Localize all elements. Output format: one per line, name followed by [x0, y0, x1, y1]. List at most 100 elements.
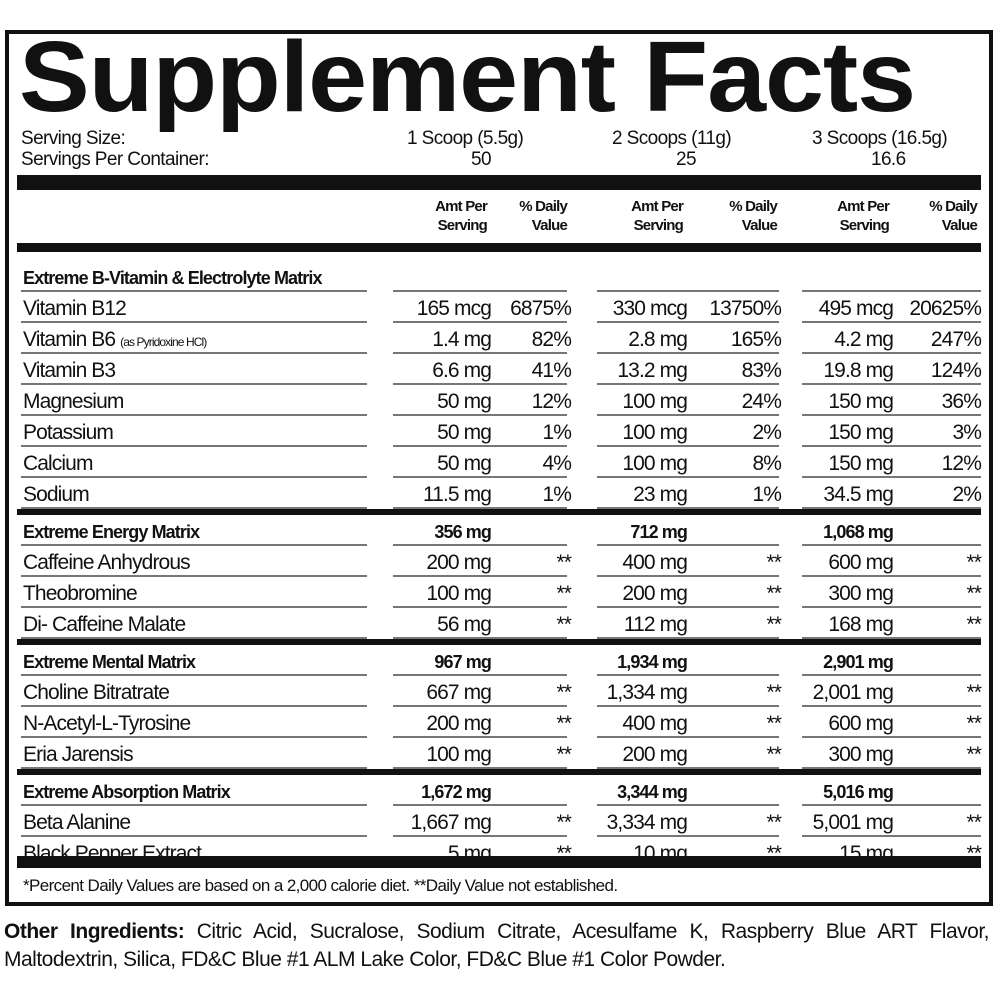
nutrient-name-text: Choline Bitratrate: [23, 681, 170, 704]
daily-value: 165%: [730, 328, 782, 351]
daily-value: **: [556, 551, 571, 574]
amount-per-serving: 495 mcg: [818, 297, 894, 320]
row-underline: [802, 637, 981, 639]
daily-value: 13750%: [709, 297, 782, 320]
row-underline: [802, 544, 981, 546]
footnote: *Percent Daily Values are based on a 2,0…: [23, 876, 618, 895]
row-underline: [393, 383, 567, 385]
row-underline: [802, 804, 981, 806]
row-underline: [21, 414, 367, 416]
row-underline: [597, 352, 779, 354]
row-underline: [393, 544, 567, 546]
daily-value: **: [766, 712, 781, 735]
amount-per-serving: 330 mcg: [612, 297, 688, 320]
row-underline: [393, 767, 567, 769]
header-line: Amt Per: [837, 198, 890, 215]
section-header-row: Extreme Absorption Matrix 1,672 mg 3,344 m…: [17, 775, 981, 806]
nutrient-name-text: Sodium: [23, 483, 90, 506]
row-underline: [393, 321, 567, 323]
section-total: 1,068 mg: [823, 522, 894, 542]
other-ingredients-text: Citric Acid, Sucralose, Sodium Citrate, …: [4, 920, 990, 971]
row-underline: [802, 445, 981, 447]
nutrient-name: Eria Jarensis: [23, 743, 134, 767]
section-name: Extreme B-Vitamin & Electrolyte Matrix: [23, 268, 322, 288]
row-underline: [597, 414, 779, 416]
daily-value: **: [556, 712, 571, 735]
amt-per-serving-header: Amt Per Serving: [837, 197, 890, 235]
nutrient-row: Sodium 11.5 mg 1% 23 mg 1% 34.5 mg 2%: [17, 478, 982, 509]
row-underline: [597, 290, 779, 292]
amount-per-serving: 100 mg: [622, 390, 688, 413]
row-underline: [393, 290, 567, 292]
daily-value: 12%: [941, 452, 982, 475]
amount-per-serving: 112 mg: [623, 613, 688, 636]
daily-value: 12%: [531, 390, 572, 413]
daily-value: 3%: [952, 421, 981, 444]
nutrient-name: Magnesium: [23, 390, 124, 414]
row-underline: [597, 835, 779, 837]
servings-3: 16.6: [871, 149, 906, 170]
header-line: % Daily: [519, 198, 568, 215]
daily-value: 8%: [752, 452, 781, 475]
amount-per-serving: 400 mg: [622, 551, 688, 574]
section-total: 712 mg: [630, 522, 688, 542]
amount-per-serving: 34.5 mg: [823, 483, 893, 506]
row-underline: [393, 674, 567, 676]
header-line: Value: [741, 217, 778, 234]
amount-per-serving: 300 mg: [828, 582, 894, 605]
section-divider: [17, 639, 981, 645]
row-underline: [597, 445, 779, 447]
amount-per-serving: 1,667 mg: [410, 811, 492, 834]
row-underline: [393, 705, 567, 707]
row-underline: [393, 637, 567, 639]
other-ingredients: Other Ingredients: Citric Acid, Sucralos…: [4, 918, 990, 974]
nutrient-name-text: Magnesium: [23, 390, 124, 413]
row-underline: [597, 321, 779, 323]
daily-value: 41%: [531, 359, 572, 382]
row-underline: [802, 321, 981, 323]
amount-per-serving: 3,334 mg: [606, 811, 688, 834]
daily-value: **: [966, 551, 981, 574]
daily-value: 1%: [542, 483, 571, 506]
row-underline: [393, 835, 567, 837]
row-underline: [21, 575, 367, 577]
nutrient-name: Beta Alanine: [23, 811, 131, 835]
row-underline: [802, 383, 981, 385]
row-underline: [393, 445, 567, 447]
nutrient-row: Magnesium 50 mg 12% 100 mg 24% 150 mg 36%: [17, 385, 982, 416]
servings-2: 25: [676, 149, 697, 170]
nutrient-name-text: Vitamin B6: [23, 328, 116, 351]
nutrient-table: Extreme B-Vitamin & Electrolyte Matrix Vi…: [17, 261, 982, 868]
section-name: Extreme Mental Matrix: [23, 652, 196, 672]
section-total: 1,934 mg: [617, 652, 688, 672]
nutrient-row: Calcium 50 mg 4% 100 mg 8% 150 mg 12%: [17, 447, 982, 478]
row-underline: [802, 352, 981, 354]
amount-per-serving: 600 mg: [828, 551, 894, 574]
daily-value: 124%: [930, 359, 982, 382]
row-underline: [393, 606, 567, 608]
section-name: Extreme Energy Matrix: [23, 522, 200, 542]
row-underline: [393, 804, 567, 806]
daily-value: **: [556, 743, 571, 766]
daily-value: 2%: [752, 421, 781, 444]
daily-value-header: % Daily Value: [729, 197, 778, 235]
section-total: 3,344 mg: [617, 782, 688, 802]
daily-value: **: [766, 743, 781, 766]
daily-value: **: [966, 582, 981, 605]
amount-per-serving: 1.4 mg: [432, 328, 492, 351]
row-underline: [597, 507, 779, 509]
nutrient-name-text: Caffeine Anhydrous: [23, 551, 191, 574]
nutrient-name-text: Eria Jarensis: [23, 743, 134, 766]
header-line: Value: [531, 217, 568, 234]
nutrient-name-text: Beta Alanine: [23, 811, 131, 834]
daily-value: **: [766, 613, 781, 636]
section-total: 356 mg: [434, 522, 492, 542]
section-header-row: Extreme Mental Matrix 967 mg 1,934 mg 2,901…: [17, 645, 981, 676]
row-underline: [802, 476, 981, 478]
nutrient-row: Beta Alanine 1,667 mg ** 3,334 mg ** 5,001 mg…: [17, 806, 982, 837]
section-divider: [17, 509, 981, 515]
amount-per-serving: 100 mg: [426, 743, 492, 766]
serving-size-2: 2 Scoops (11g): [612, 128, 732, 149]
nutrient-name: Sodium: [23, 483, 90, 507]
row-underline: [597, 804, 779, 806]
